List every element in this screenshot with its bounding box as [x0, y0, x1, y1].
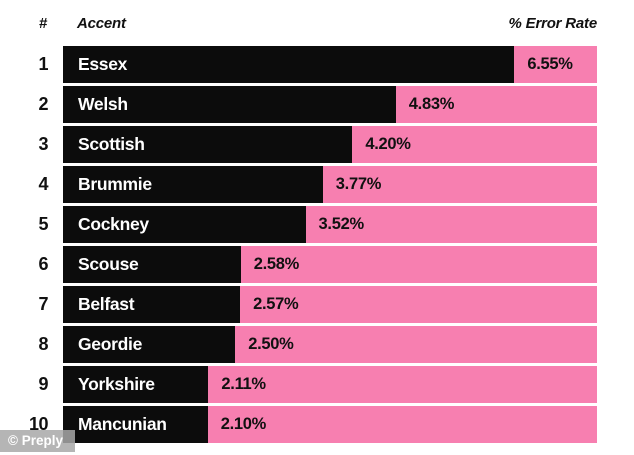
- bar-track: Essex 6.55%: [63, 46, 597, 83]
- rank-label: 4: [38, 174, 48, 194]
- rank-label: 8: [38, 334, 48, 354]
- rank-label: 7: [38, 294, 48, 314]
- chart-row: 10 Mancunian 2.10%: [0, 406, 634, 443]
- rank-label: 2: [38, 94, 48, 114]
- accent-bar: Cockney: [63, 206, 306, 243]
- value-label: 6.55%: [527, 55, 573, 73]
- accent-label: Scouse: [78, 254, 139, 274]
- accent-label: Brummie: [78, 174, 152, 194]
- value-label: 2.50%: [248, 335, 294, 353]
- chart-row: 9 Yorkshire 2.11%: [0, 366, 634, 403]
- bar-track: Brummie 3.77%: [63, 166, 597, 203]
- value-label: 4.83%: [408, 95, 455, 113]
- chart-row: 1 Essex 6.55%: [0, 46, 634, 83]
- value-label: 3.77%: [335, 175, 382, 193]
- bar-track: Geordie 2.50%: [63, 326, 597, 363]
- accent-bar: Geordie: [63, 326, 236, 363]
- rank-label: 3: [38, 134, 48, 154]
- bar-track: Scottish 4.20%: [63, 126, 597, 163]
- accent-bar: Scouse: [63, 246, 241, 283]
- chart-row: 6 Scouse 2.58%: [0, 246, 634, 283]
- bar-track: Belfast 2.57%: [63, 286, 597, 323]
- accent-label: Yorkshire: [78, 374, 155, 394]
- error-rate-column-header: % Error Rate: [508, 15, 598, 32]
- accent-column-header: Accent: [77, 15, 126, 32]
- accent-bar: Belfast: [63, 286, 241, 323]
- accent-bar: Mancunian: [63, 406, 208, 443]
- value-label: 3.52%: [318, 215, 365, 233]
- bar-track: Scouse 2.58%: [63, 246, 597, 283]
- accent-label: Geordie: [78, 334, 143, 354]
- chart-row: 7 Belfast 2.57%: [0, 286, 634, 323]
- accent-label: Essex: [78, 54, 128, 74]
- accent-bar: Welsh: [63, 86, 396, 123]
- accent-bar: Yorkshire: [63, 366, 209, 403]
- value-label: 2.58%: [253, 255, 300, 273]
- accent-bar: Scottish: [63, 126, 353, 163]
- rank-column-header: #: [38, 15, 47, 32]
- rank-label: 1: [38, 54, 48, 74]
- chart-header-row: # Accent % Error Rate: [0, 0, 634, 38]
- accent-label: Scottish: [78, 134, 145, 154]
- bar-track: Cockney 3.52%: [63, 206, 597, 243]
- accent-bar: Essex: [63, 46, 515, 83]
- rank-label: 9: [38, 374, 48, 394]
- accent-label: Mancunian: [78, 414, 167, 434]
- chart-row: 4 Brummie 3.77%: [0, 166, 634, 203]
- accent-label: Cockney: [78, 214, 149, 234]
- bar-track: Yorkshire 2.11%: [63, 366, 597, 403]
- chart-row: 2 Welsh 4.83%: [0, 86, 634, 123]
- bar-track: Welsh 4.83%: [63, 86, 597, 123]
- preply-watermark: © Preply: [0, 430, 75, 452]
- value-label: 2.11%: [221, 375, 266, 393]
- value-label: 2.57%: [253, 295, 299, 313]
- accent-label: Welsh: [78, 94, 128, 114]
- accent-label: Belfast: [78, 294, 135, 314]
- chart-rows: 1 Essex 6.55% 2 Welsh 4.83% 3 Scottish 4.20% 4 Bru…: [0, 46, 634, 443]
- rank-label: 10: [28, 414, 49, 434]
- bar-track: Mancunian 2.10%: [63, 406, 597, 443]
- accent-bar: Brummie: [63, 166, 323, 203]
- value-label: 4.20%: [365, 135, 411, 153]
- value-label: 2.10%: [220, 415, 267, 433]
- chart-row: 5 Cockney 3.52%: [0, 206, 634, 243]
- chart-row: 8 Geordie 2.50%: [0, 326, 634, 363]
- rank-label: 5: [38, 214, 48, 234]
- chart-row: 3 Scottish 4.20%: [0, 126, 634, 163]
- rank-label: 6: [38, 254, 48, 274]
